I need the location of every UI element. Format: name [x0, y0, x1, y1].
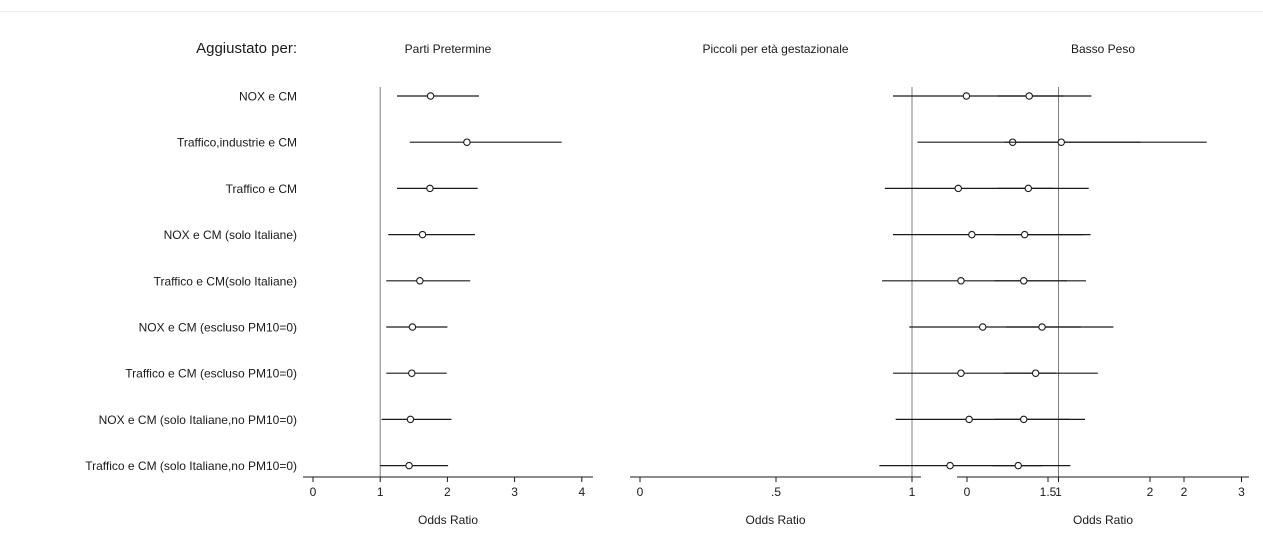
point-estimate-marker [1038, 323, 1046, 331]
x-tick-label: 0 [637, 485, 644, 499]
x-tick-label: 1 [377, 485, 384, 499]
point-estimate-marker [406, 415, 415, 424]
x-tick-label: 2 [444, 485, 451, 499]
x-tick-label: 4 [578, 485, 585, 499]
point-estimate-marker [1020, 230, 1029, 239]
panel-3: Basso Peso 0 1 2 3 Odds Ratio [957, 42, 1249, 527]
point-estimate-marker [463, 138, 471, 146]
point-estimate-marker [408, 369, 416, 377]
x-axis-label: Odds Ratio [745, 513, 805, 527]
x-tick-label: 3 [1238, 485, 1245, 499]
point-estimate-marker [408, 323, 417, 331]
x-tick-label: 1.5 [1040, 485, 1057, 499]
top-divider [0, 11, 1263, 12]
point-estimate-marker [954, 184, 962, 193]
x-tick-label: 2 [1147, 485, 1154, 499]
row-label: NOX e CM [239, 90, 297, 104]
x-tick-label: 1 [909, 485, 916, 499]
row-label: Traffico e CM (escluso PM10=0) [125, 367, 297, 381]
point-estimate-marker [1031, 369, 1040, 377]
x-axis-label: Odds Ratio [1073, 513, 1133, 527]
x-tick-label: 2 [1181, 485, 1188, 499]
point-estimate-marker [968, 230, 976, 239]
point-estimate-marker [405, 461, 413, 470]
point-estimate-marker [418, 230, 427, 239]
point-estimate-marker [946, 461, 954, 470]
panel-title: Parti Pretermine [405, 42, 492, 56]
row-label: NOX e CM (solo Italiane,no PM10=0) [99, 413, 297, 427]
row-label-title: Aggiustato per: [196, 40, 297, 57]
row-label: NOX e CM (escluso PM10=0) [139, 321, 297, 335]
x-tick-label: 0 [310, 485, 317, 499]
row-labels: NOX e CM Traffico,industrie e CM Traffico … [85, 90, 297, 474]
point-estimate-marker [426, 92, 435, 100]
point-estimate-marker [957, 369, 965, 377]
point-estimate-marker [426, 184, 434, 193]
x-tick-label: .5 [771, 485, 781, 499]
point-estimate-marker [1025, 92, 1033, 100]
x-tick-label: 3 [511, 485, 518, 499]
chart-panels: Parti Pretermine 0 1 2 3 4 Odds Ratio Piccoli p… [303, 42, 1249, 527]
point-estimate-marker [1019, 277, 1028, 285]
panel-1: Parti Pretermine 0 1 2 3 4 Odds Ratio [303, 42, 593, 527]
x-axis-label: Odds Ratio [418, 513, 478, 527]
point-estimate-marker [962, 92, 971, 100]
row-label: NOX e CM (solo Italiane) [164, 228, 297, 242]
point-estimate-marker [1019, 415, 1028, 424]
x-tick-label: 1 [1055, 485, 1062, 499]
panel-title: Piccoli per età gestazionale [702, 42, 848, 56]
point-estimate-marker [1014, 461, 1022, 470]
row-label: Traffico e CM(solo Italiane) [154, 274, 297, 288]
point-estimate-marker [957, 277, 965, 285]
point-estimate-marker [978, 323, 987, 331]
row-label: Traffico,industrie e CM [177, 136, 297, 150]
x-tick-label: 0 [964, 485, 971, 499]
row-label: Traffico e CM [226, 182, 297, 196]
point-estimate-marker [416, 277, 424, 285]
row-label: Traffico e CM (solo Italiane,no PM10=0) [85, 459, 297, 473]
point-estimate-marker [965, 415, 973, 424]
panel-title: Basso Peso [1071, 42, 1135, 56]
point-estimate-marker [1057, 138, 1065, 146]
point-estimate-marker [1024, 184, 1033, 193]
